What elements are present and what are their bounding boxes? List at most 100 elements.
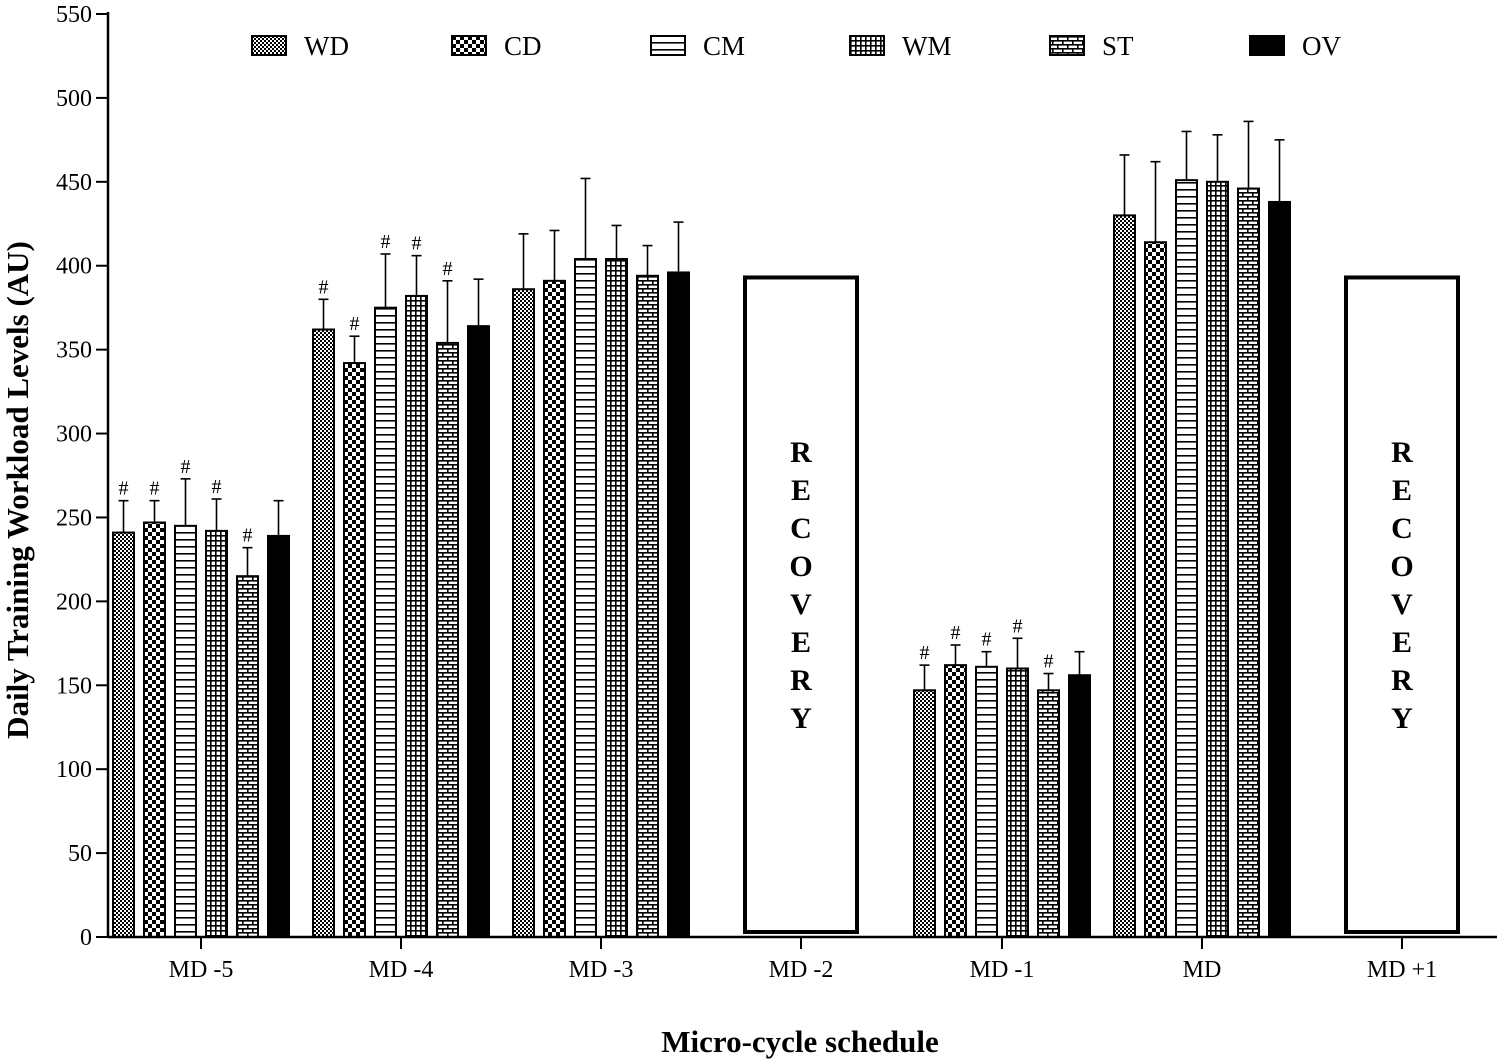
significance-mark-st-md4: # (443, 258, 453, 280)
recovery-letter-2-2: E (1392, 474, 1412, 507)
x-tick-label-4: MD -2 (769, 957, 834, 983)
recovery-letter-1-3: C (790, 512, 812, 545)
legend-label-wd: WD (304, 31, 349, 61)
y-tick-label-100: 100 (56, 757, 92, 783)
legend-swatch-ov (1249, 35, 1285, 56)
recovery-letter-1-6: E (791, 626, 811, 659)
bar-cd-md1 (944, 664, 967, 938)
bar-wd-md (1113, 214, 1136, 938)
legend-swatch-cm (650, 35, 686, 56)
legend-swatch-st (1049, 35, 1085, 56)
recovery-box-2 (1344, 275, 1460, 934)
bar-wd-md5 (112, 531, 135, 938)
x-tick-label-2: MD -4 (369, 957, 434, 983)
recovery-letter-1-8: Y (790, 702, 812, 735)
x-tick-label-5: MD -1 (970, 957, 1035, 983)
y-tick-label-150: 150 (56, 673, 92, 699)
bar-st-md4 (436, 341, 459, 938)
y-tick-label-350: 350 (56, 338, 92, 364)
bars-layer: # # # # # # # # # # # # # # # (112, 120, 1291, 939)
legend-swatch-cd (451, 35, 487, 56)
bar-cm-md4 (374, 306, 397, 938)
y-tick-label-550: 550 (56, 2, 92, 28)
bar-cm-md5 (174, 524, 197, 938)
y-tick-label-450: 450 (56, 170, 92, 196)
legend-label-cm: CM (703, 31, 745, 61)
significance-mark-cm-md1: # (982, 629, 992, 651)
significance-mark-wm-md4: # (412, 233, 422, 255)
y-tick-label-200: 200 (56, 589, 92, 615)
bar-wd-md3 (512, 288, 535, 939)
y-tick-label-500: 500 (56, 86, 92, 112)
y-tick-label-250: 250 (56, 505, 92, 531)
significance-mark-cd-md5: # (150, 478, 160, 500)
bar-cd-md (1144, 241, 1167, 938)
recovery-letter-1-2: E (791, 474, 811, 507)
bar-cm-md1 (975, 665, 998, 939)
bar-cd-md3 (543, 279, 566, 938)
recovery-letter-2-7: R (1391, 664, 1413, 697)
y-tick-label-50: 50 (68, 841, 92, 867)
significance-mark-wd-md1: # (920, 642, 930, 664)
legend-swatch-wm (849, 35, 885, 56)
bar-st-md5 (236, 575, 259, 938)
recovery-letter-2-3: C (1391, 512, 1413, 545)
y-tick-label-400: 400 (56, 254, 92, 280)
bar-ov-md4 (467, 325, 490, 938)
legend-label-cd: CD (504, 31, 542, 61)
bar-ov-md (1268, 200, 1291, 938)
significance-mark-st-md1: # (1044, 651, 1054, 673)
bar-wm-md4 (405, 294, 428, 938)
significance-mark-wd-md4: # (319, 276, 329, 298)
recovery-box-1 (743, 275, 859, 934)
bar-st-md (1237, 187, 1260, 939)
bar-ov-md1 (1068, 674, 1091, 938)
bar-wm-md5 (205, 529, 228, 938)
legend: WD CD CM WM ST OV (251, 31, 1341, 61)
x-tick-label-6: MD (1183, 957, 1222, 983)
recovery-letter-2-6: E (1392, 626, 1412, 659)
bar-ov-md3 (667, 271, 690, 938)
recovery-letter-1-7: R (790, 664, 812, 697)
bar-wd-md1 (913, 689, 936, 938)
bar-wm-md (1206, 180, 1229, 938)
bar-wm-md3 (605, 258, 628, 939)
bar-st-md1 (1037, 689, 1060, 938)
legend-label-ov: OV (1302, 31, 1341, 61)
legend-label-st: ST (1102, 31, 1134, 61)
significance-mark-wm-md5: # (212, 476, 222, 498)
legend-swatch-wd (251, 35, 287, 56)
bar-cd-md5 (143, 521, 166, 938)
bar-wd-md4 (312, 328, 335, 938)
significance-mark-st-md5: # (243, 525, 253, 547)
x-tick-label-3: MD -3 (569, 957, 634, 983)
recovery-letter-2-5: V (1391, 588, 1413, 621)
significance-mark-cd-md4: # (350, 313, 360, 335)
recovery-letter-2-8: Y (1391, 702, 1413, 735)
significance-mark-wm-md1: # (1013, 615, 1023, 637)
bar-cm-md (1175, 179, 1198, 938)
recovery-letter-1-4: O (789, 550, 812, 583)
bar-wm-md1 (1006, 667, 1029, 938)
recovery-letter-2-4: O (1390, 550, 1413, 583)
axes-layer: 0 50 100 150 200 250 300 350 400 450 500 550 MD -5 MD… (56, 2, 1497, 983)
y-axis-title: Daily Training Workload Levels (AU) (0, 241, 35, 739)
y-tick-label-300: 300 (56, 422, 92, 448)
significance-mark-cm-md5: # (181, 456, 191, 478)
bar-ov-md5 (267, 534, 290, 938)
recovery-letter-1-1: R (790, 436, 812, 469)
bar-st-md3 (636, 274, 659, 938)
recovery-letter-1-5: V (790, 588, 812, 621)
significance-mark-cm-md4: # (381, 231, 391, 253)
legend-label-wm: WM (902, 31, 952, 61)
significance-mark-cd-md1: # (951, 622, 961, 644)
x-axis-title: Micro-cycle schedule (661, 1024, 938, 1059)
x-tick-label-1: MD -5 (169, 957, 234, 983)
bar-cm-md3 (574, 258, 597, 939)
significance-mark-wd-md5: # (119, 478, 129, 500)
recovery-letter-2-1: R (1391, 436, 1413, 469)
y-tick-label-0: 0 (80, 925, 92, 951)
x-tick-label-7: MD +1 (1367, 957, 1437, 983)
